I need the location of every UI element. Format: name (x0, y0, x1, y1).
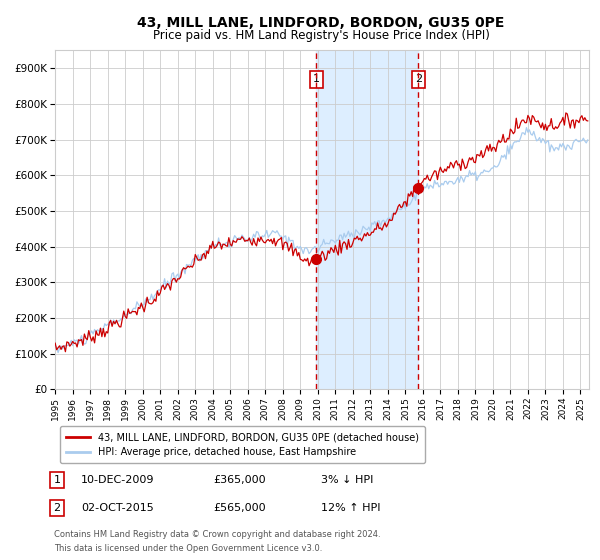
Text: 43, MILL LANE, LINDFORD, BORDON, GU35 0PE: 43, MILL LANE, LINDFORD, BORDON, GU35 0P… (137, 16, 505, 30)
Legend: 43, MILL LANE, LINDFORD, BORDON, GU35 0PE (detached house), HPI: Average price, : 43, MILL LANE, LINDFORD, BORDON, GU35 0P… (60, 426, 425, 463)
Bar (316, 50, 418, 389)
Text: Price paid vs. HM Land Registry's House Price Index (HPI): Price paid vs. HM Land Registry's House … (152, 29, 490, 42)
Text: 1: 1 (53, 475, 61, 485)
Text: £565,000: £565,000 (213, 503, 266, 513)
Text: 1: 1 (313, 74, 320, 84)
Text: Contains HM Land Registry data © Crown copyright and database right 2024.: Contains HM Land Registry data © Crown c… (54, 530, 380, 539)
Text: 2: 2 (53, 503, 61, 513)
Text: 02-OCT-2015: 02-OCT-2015 (81, 503, 154, 513)
Text: 3% ↓ HPI: 3% ↓ HPI (321, 475, 373, 485)
Text: 12% ↑ HPI: 12% ↑ HPI (321, 503, 380, 513)
Text: 2: 2 (415, 74, 422, 84)
Text: 10-DEC-2009: 10-DEC-2009 (81, 475, 155, 485)
Text: This data is licensed under the Open Government Licence v3.0.: This data is licensed under the Open Gov… (54, 544, 322, 553)
Text: £365,000: £365,000 (213, 475, 266, 485)
